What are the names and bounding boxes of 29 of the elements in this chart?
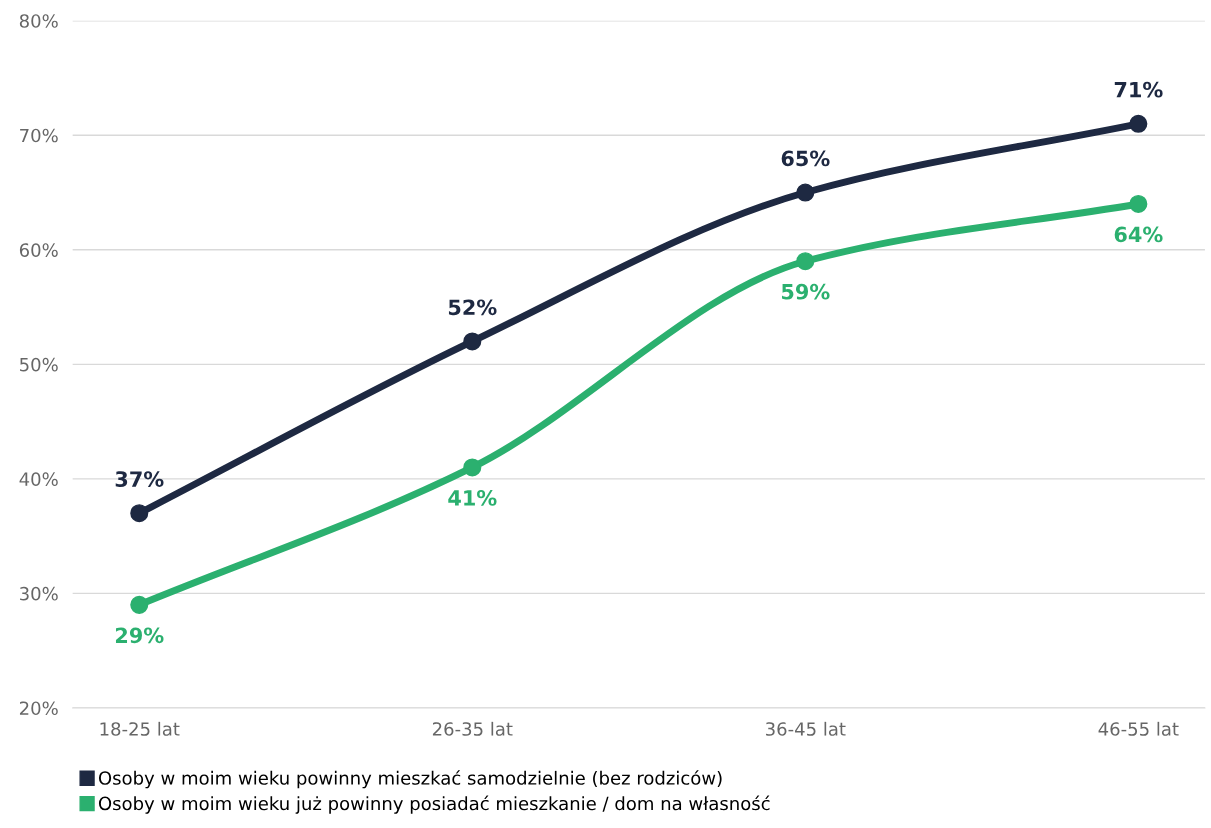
x-tick-label: 26-35 lat (432, 721, 513, 736)
data-label: 65% (781, 150, 830, 167)
point (1129, 114, 1148, 133)
point (796, 183, 815, 202)
y-tick-label: 40% (19, 472, 58, 486)
data-label: 29% (115, 627, 164, 644)
legend-label: Osoby w moim wieku już powinny posiadać mieszkanie / dom na własność (98, 795, 770, 814)
x-tick-label: 46-55 lat (1098, 721, 1179, 736)
x-tick-label: 18-25 lat (100, 721, 180, 736)
y-tick-label: 70% (20, 128, 58, 143)
legend-label: Osoby w moim wieku powinny mieszkać samodzielnie (bez rodziców) (98, 770, 722, 789)
point (1129, 194, 1148, 213)
y-tick-label: 60% (19, 243, 58, 257)
point (796, 252, 815, 271)
data-label: 41% (448, 490, 497, 506)
data-label: 52% (448, 299, 497, 316)
y-tick-label: 50% (20, 357, 58, 372)
y-tick-label: 80% (19, 14, 58, 28)
data-label: 64% (1114, 226, 1163, 243)
point (130, 595, 149, 614)
y-tick-label: 20% (19, 701, 58, 716)
x-tick-label: 36-45 lat (766, 721, 846, 736)
data-label: 71% (1114, 81, 1163, 98)
data-label: 37% (115, 471, 164, 487)
y-tick-label: 30% (20, 586, 58, 601)
point (463, 458, 482, 477)
point (130, 504, 149, 523)
data-label: 59% (781, 283, 830, 300)
point (463, 332, 482, 351)
